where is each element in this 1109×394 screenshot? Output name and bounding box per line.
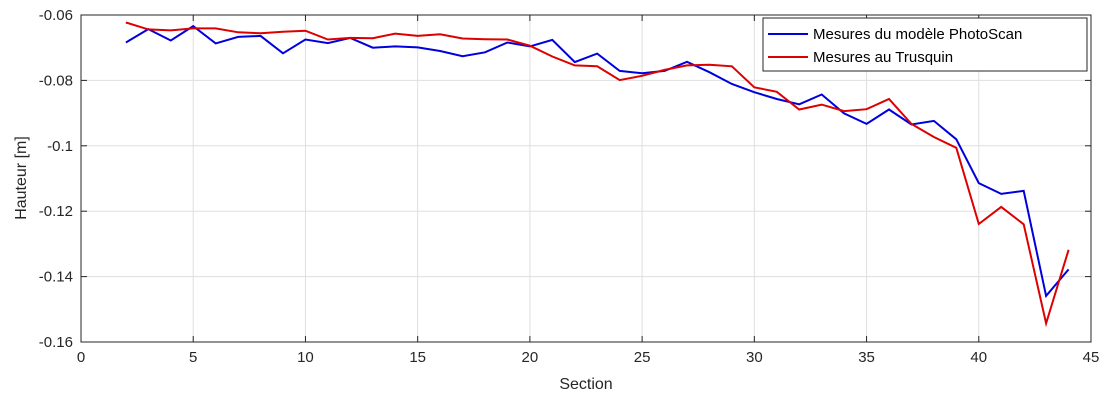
- x-tick-label: 25: [634, 349, 651, 366]
- y-tick-label: -0.08: [39, 72, 73, 89]
- y-tick-label: -0.16: [39, 334, 73, 351]
- x-tick-label: 40: [970, 349, 987, 366]
- x-tick-label: 10: [297, 349, 314, 366]
- x-tick-label: 0: [77, 349, 85, 366]
- legend-label-1: Mesures du modèle PhotoScan: [813, 26, 1022, 43]
- legend-label-2: Mesures au Trusquin: [813, 49, 953, 66]
- y-axis: -0.16 -0.14 -0.12 -0.1 -0.08 -0.06: [39, 7, 1091, 351]
- y-tick-label: -0.12: [39, 203, 73, 220]
- y-tick-label: -0.06: [39, 7, 73, 24]
- y-tick-label: -0.1: [47, 138, 73, 155]
- y-axis-label: Hauteur [m]: [13, 136, 30, 220]
- x-axis-label: Section: [559, 376, 612, 393]
- series-line-2: [125, 21, 1070, 328]
- x-tick-label: 45: [1083, 349, 1100, 366]
- legend-box: [762, 17, 1088, 72]
- x-tick-label: 20: [522, 349, 539, 366]
- x-tick-label: 15: [409, 349, 426, 366]
- axes-box: [80, 14, 1092, 343]
- x-tick-label: 5: [189, 349, 197, 366]
- y-tick-label: -0.14: [39, 269, 73, 286]
- x-axis: 0 5 10 15 20 25 30 35 40 45: [77, 15, 1100, 366]
- x-tick-label: 35: [858, 349, 875, 366]
- series-layer: [125, 21, 1070, 328]
- x-tick-label: 30: [746, 349, 763, 366]
- legend: Mesures du modèle PhotoScan Mesures au Tr…: [762, 17, 1088, 72]
